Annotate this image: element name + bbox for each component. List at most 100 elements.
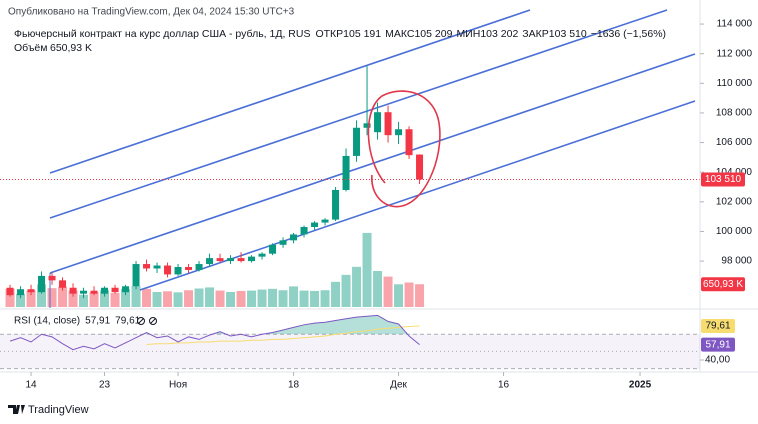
volume-layer — [5, 232, 425, 307]
chart-title: Фьючерсный контракт на курс доллар США -… — [14, 28, 310, 40]
volume-bar — [415, 284, 425, 307]
ohlc-label: МИН — [456, 28, 480, 40]
volume-bar — [331, 281, 341, 307]
candle-body — [311, 222, 319, 228]
ohlc-value: 103 510 — [549, 28, 587, 40]
x-tick-label: Ноя — [169, 380, 187, 391]
ohlc-value: 105 191 — [343, 28, 381, 40]
candle-body — [164, 265, 172, 275]
volume-bar — [79, 294, 89, 307]
volume-bar — [215, 290, 225, 307]
volume-bar — [58, 286, 68, 307]
volume-bar — [299, 290, 309, 307]
brand: TradingView — [28, 404, 89, 416]
volume-bar — [68, 290, 78, 307]
volume-bar — [16, 293, 26, 307]
candle-body — [195, 264, 203, 270]
y-tick-label: 106 000 — [716, 137, 753, 148]
hand-circle — [367, 90, 441, 208]
volume-title: Объём — [14, 42, 47, 54]
volume-bar — [268, 288, 278, 307]
volume-bar — [131, 286, 141, 307]
candle-body — [206, 258, 214, 265]
volume-bar — [320, 290, 330, 307]
x-tick-label: 2025 — [629, 380, 652, 391]
volume-bar — [89, 292, 99, 307]
volume-axis-label: 650,93 K — [703, 279, 743, 290]
rsi-overbought-fill — [10, 315, 420, 335]
ohlc-value: 105 209 — [414, 28, 452, 40]
candle-body — [90, 290, 98, 294]
candle-body — [48, 275, 56, 281]
volume-bar — [5, 288, 15, 307]
volume-bar — [226, 291, 236, 307]
candle-body — [332, 189, 340, 220]
y-tick-label: 98 000 — [721, 256, 752, 267]
candle-body — [237, 258, 245, 262]
channel-line — [49, 53, 696, 274]
candle-body — [342, 155, 350, 190]
candle-body — [80, 290, 88, 294]
volume-bar — [362, 232, 372, 307]
icon[interactable] — [149, 317, 157, 325]
logo-mark — [8, 405, 25, 414]
candle-body — [185, 267, 193, 270]
volume-bar — [37, 284, 47, 307]
rsi-ma-line — [146, 325, 420, 346]
candle-body — [216, 258, 224, 262]
y-tick-label: 100 000 — [716, 226, 753, 237]
channel-line — [49, 9, 531, 174]
candle-body — [248, 256, 256, 262]
icon — [150, 318, 156, 324]
rsi-label-box — [701, 319, 735, 334]
candle-body — [153, 265, 161, 269]
icon[interactable] — [137, 317, 145, 325]
volume-bar — [373, 271, 383, 307]
volume-bar — [278, 290, 288, 307]
volume-bar — [247, 290, 257, 307]
candle-body — [363, 123, 371, 128]
rsi-icons[interactable] — [137, 317, 157, 325]
y-tick-label: 112 000 — [717, 48, 753, 59]
ohlc-label: ЗАКР — [522, 28, 548, 40]
volume-bar — [142, 288, 152, 307]
ohlc-value: 103 202 — [480, 28, 518, 40]
volume-bar — [352, 266, 362, 307]
candle-body — [143, 264, 151, 269]
candle-body — [416, 154, 424, 180]
x-tick-label: 16 — [498, 380, 510, 391]
ohlc-label: ОТКР — [315, 28, 343, 40]
drawings — [49, 9, 696, 308]
x-tick-label: 18 — [288, 380, 300, 391]
candle-body — [353, 127, 361, 156]
volume-bar — [205, 287, 215, 307]
y-tick-label: 108 000 — [716, 108, 753, 119]
candle-body — [269, 244, 277, 254]
x-tick-label: 23 — [99, 380, 111, 391]
volume-bar — [404, 282, 414, 307]
candle-body — [395, 129, 403, 136]
volume-bar — [47, 288, 57, 307]
x-tick-label: Дек — [390, 380, 407, 391]
candle-body — [27, 289, 35, 293]
candle-body — [374, 112, 382, 133]
volume-bar — [289, 286, 299, 307]
x-tick-label: 14 — [25, 380, 37, 391]
volume-bar — [236, 290, 246, 307]
y-tick-label: 110 000 — [717, 78, 753, 89]
candle-body — [132, 264, 140, 287]
volume-bar — [173, 292, 183, 307]
logo: TradingView — [8, 404, 89, 416]
rsi-axis-label: 79,61 — [705, 321, 730, 332]
candle-body — [258, 253, 266, 257]
candle-body — [17, 289, 25, 296]
volume-bar — [152, 291, 162, 307]
candle-body — [38, 275, 46, 293]
rsi-tick-label: 40,00 — [705, 355, 730, 366]
rsi-value: 57,91 — [85, 316, 110, 327]
candle-body — [174, 267, 182, 275]
candle-body — [111, 287, 119, 293]
ohlc-label: МАКС — [385, 28, 415, 40]
